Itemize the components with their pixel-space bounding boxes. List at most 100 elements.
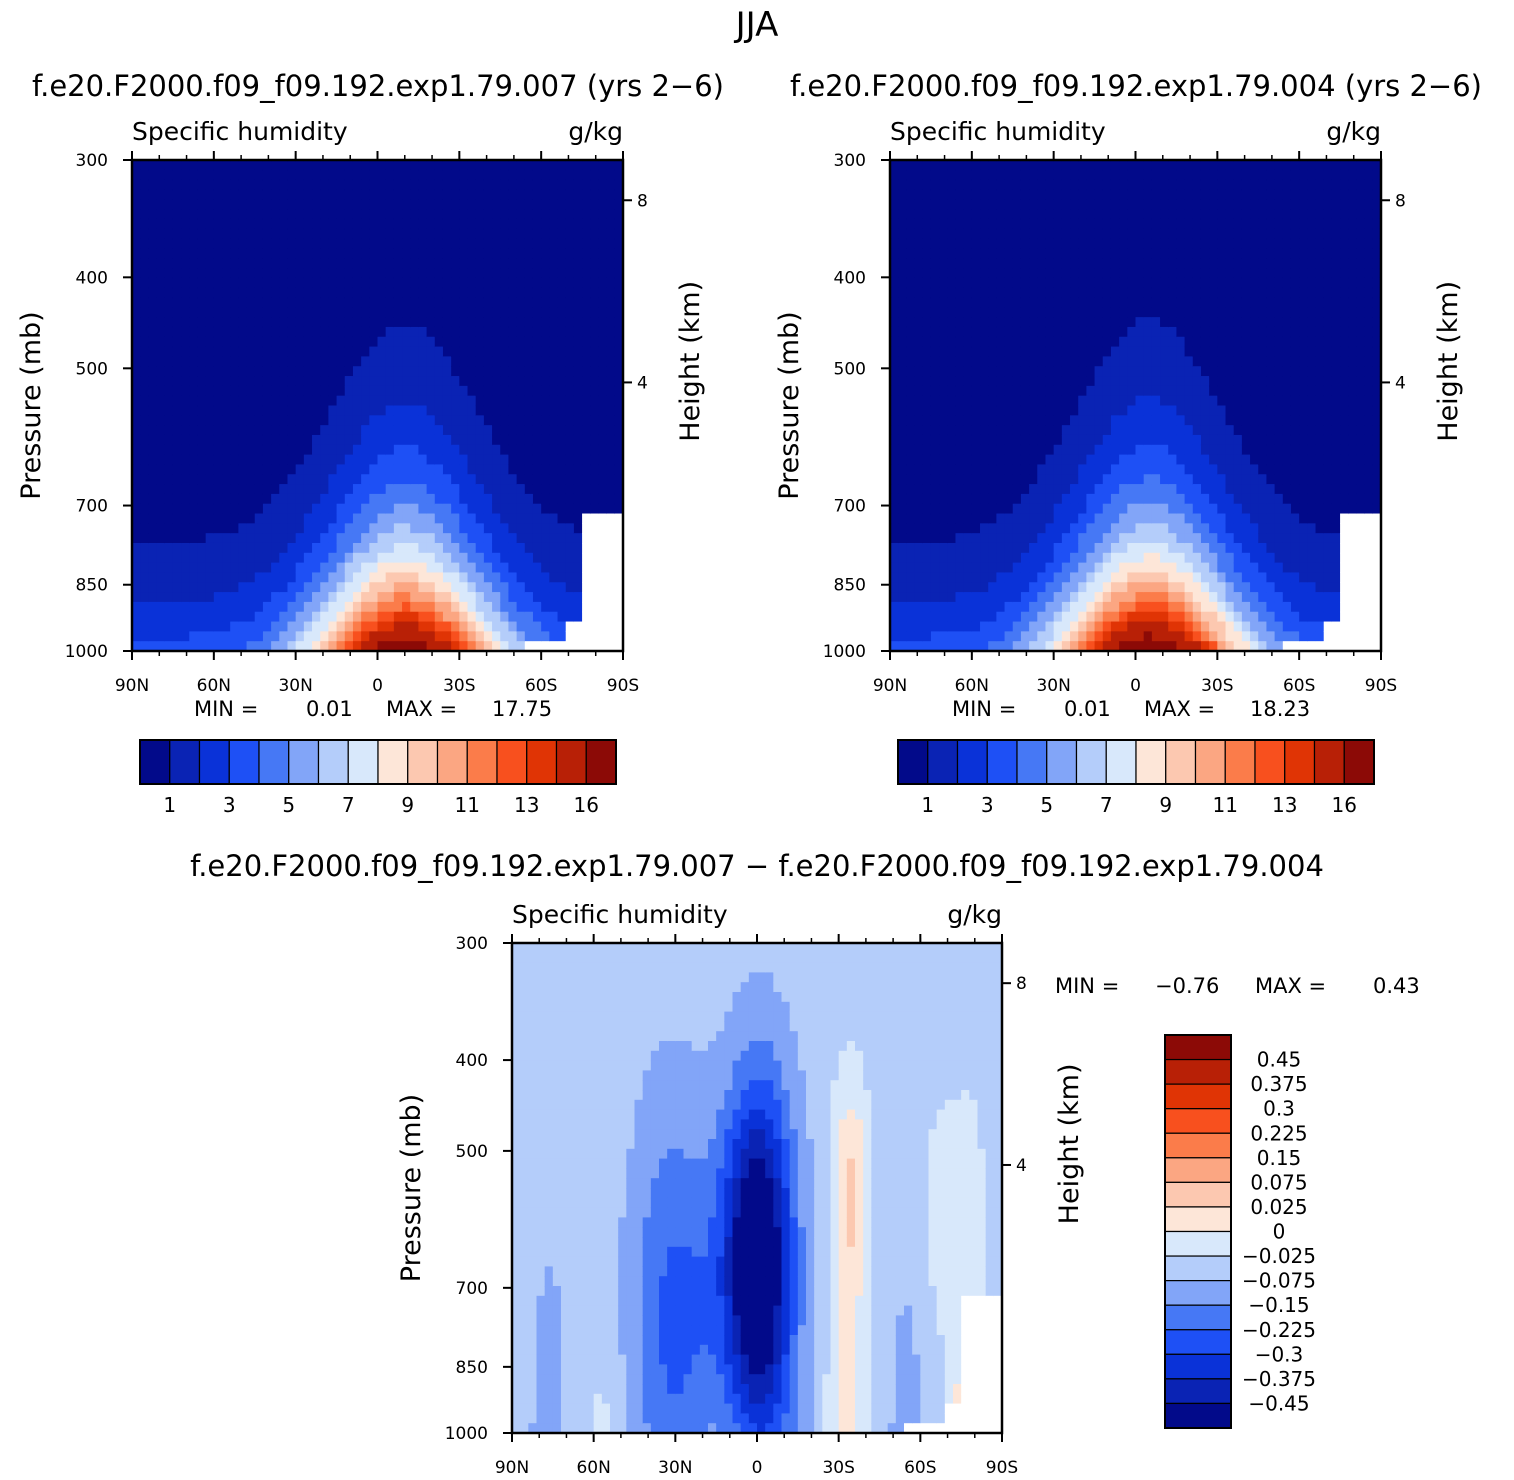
field-cell: [1176, 268, 1186, 279]
field-cell: [377, 493, 387, 505]
field-cell: [922, 385, 932, 397]
field-cell: [279, 218, 289, 230]
field-cell: [336, 346, 346, 357]
field-cell: [451, 503, 460, 515]
field-cell: [549, 179, 559, 191]
field-cell: [312, 631, 321, 642]
field-cell: [279, 434, 289, 446]
field-cell: [1151, 395, 1161, 407]
field-cell: [197, 268, 207, 279]
x-tick-label: 0: [372, 676, 383, 696]
field-cell: [172, 169, 182, 181]
field-cell: [442, 248, 452, 259]
field-cell: [971, 395, 981, 407]
field-cell: [254, 523, 264, 534]
field-cell: [369, 336, 379, 348]
field-cell: [1029, 336, 1038, 348]
field-cell: [1094, 268, 1104, 279]
field-cell: [393, 268, 403, 279]
field-cell: [1110, 218, 1120, 230]
field-cell: [1135, 572, 1145, 583]
field-cell: [500, 385, 510, 397]
field-cell: [1143, 218, 1153, 230]
field-cell: [890, 474, 899, 485]
field-cell: [385, 160, 395, 171]
field-cell: [238, 248, 248, 259]
field-cell: [344, 434, 354, 446]
field-cell: [939, 238, 948, 249]
field-cell: [132, 611, 141, 623]
field-cell: [922, 572, 932, 583]
field-cell: [418, 533, 428, 544]
field-cell: [1143, 562, 1153, 574]
field-cell: [262, 395, 272, 407]
field-cell: [222, 444, 231, 456]
field-cell: [930, 268, 940, 279]
field-cell: [573, 268, 583, 279]
field-cell: [385, 513, 395, 524]
field-cell: [492, 346, 501, 357]
field-cell: [1029, 552, 1038, 564]
field-cell: [377, 326, 387, 338]
field-cell: [385, 317, 395, 328]
field-cell: [320, 592, 329, 603]
field-cell: [352, 326, 362, 338]
field-cell: [402, 592, 411, 603]
field-cell: [947, 484, 957, 495]
field-cell: [890, 484, 899, 495]
field-cell: [1004, 621, 1014, 632]
field-cell: [312, 533, 321, 544]
field-cell: [410, 533, 420, 544]
field-cell: [369, 258, 379, 269]
field-cell: [271, 268, 280, 279]
field-cell: [287, 631, 297, 642]
field-cell: [262, 434, 272, 446]
field-cell: [1143, 572, 1153, 583]
field-cell: [939, 169, 948, 181]
field-cell: [385, 376, 395, 387]
field-cell: [532, 513, 542, 524]
field-cell: [1168, 592, 1178, 603]
field-cell: [532, 366, 542, 377]
field-cell: [254, 160, 264, 171]
field-cell: [1127, 641, 1137, 652]
field-cell: [980, 287, 989, 299]
field-cell: [459, 611, 469, 623]
field-cell: [254, 552, 264, 564]
field-cell: [1176, 169, 1186, 181]
field-cell: [1078, 415, 1087, 426]
field-cell: [1176, 474, 1186, 485]
field-cell: [1061, 248, 1071, 259]
field-cell: [451, 297, 460, 308]
field-cell: [1110, 366, 1120, 377]
field-cell: [181, 238, 190, 249]
field-cell: [1029, 454, 1038, 466]
field-cell: [508, 346, 518, 357]
field-cell: [140, 454, 149, 466]
field-cell: [1160, 346, 1169, 357]
field-cell: [181, 356, 190, 367]
field-cell: [442, 297, 452, 308]
field-cell: [222, 228, 231, 240]
field-cell: [393, 356, 403, 367]
field-cell: [606, 533, 616, 544]
field-cell: [254, 513, 264, 524]
field-cell: [361, 523, 370, 534]
field-cell: [369, 572, 379, 583]
field-cell: [1127, 385, 1137, 397]
field-cell: [1012, 592, 1022, 603]
field-cell: [1135, 317, 1145, 328]
field-cell: [254, 405, 264, 416]
field-cell: [410, 444, 420, 456]
field-cell: [971, 503, 981, 515]
field-cell: [1094, 248, 1104, 259]
field-cell: [930, 631, 940, 642]
field-cell: [295, 248, 305, 259]
field-cell: [1086, 277, 1096, 289]
field-cell: [254, 464, 264, 475]
field-cell: [148, 533, 158, 544]
field-cell: [1184, 454, 1194, 466]
field-cell: [246, 317, 256, 328]
field-cell: [402, 258, 411, 269]
field-cell: [1184, 484, 1194, 495]
